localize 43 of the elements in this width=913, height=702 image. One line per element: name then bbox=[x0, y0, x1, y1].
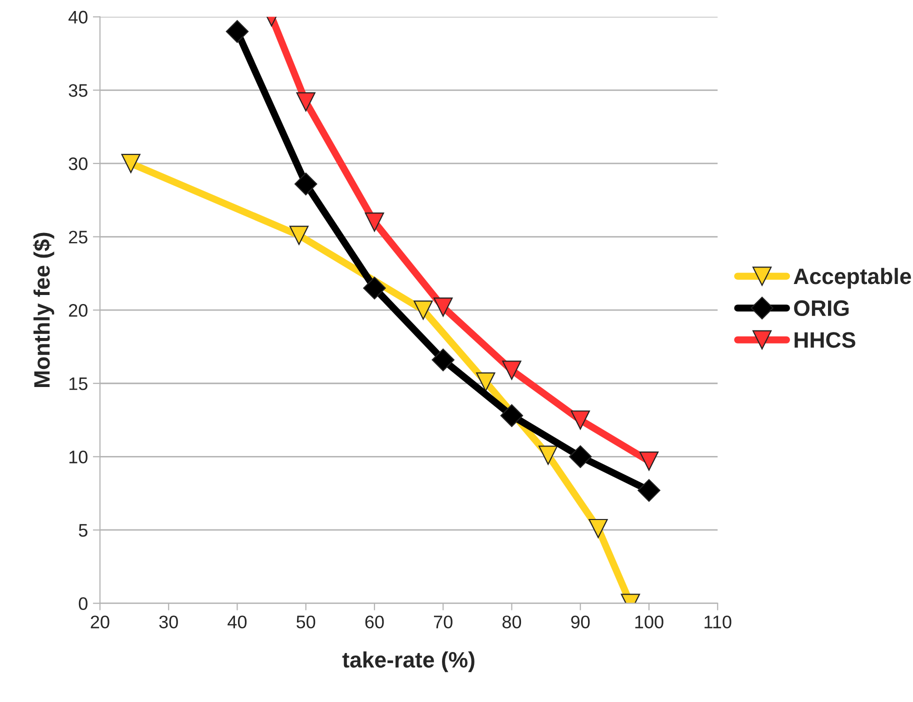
legend-label: HHCS bbox=[794, 332, 856, 348]
x-tick-label: 70 bbox=[434, 616, 452, 628]
point bbox=[538, 446, 558, 465]
point bbox=[289, 226, 309, 245]
point bbox=[570, 410, 590, 430]
point bbox=[414, 300, 433, 320]
y-tick-label: 35 bbox=[68, 84, 88, 97]
point bbox=[363, 276, 386, 300]
point bbox=[588, 518, 608, 538]
point bbox=[502, 360, 522, 380]
y-tick-label: 15 bbox=[69, 378, 88, 390]
y-tick-label: 5 bbox=[78, 524, 88, 537]
point bbox=[639, 452, 659, 471]
point bbox=[432, 348, 454, 372]
legend-label: Acceptable bbox=[794, 268, 911, 289]
point bbox=[638, 479, 660, 502]
x-tick-label: 40 bbox=[228, 616, 247, 628]
point bbox=[569, 445, 592, 468]
x-tick-label: 110 bbox=[704, 616, 732, 628]
point bbox=[500, 404, 524, 427]
y-tick-label: 0 bbox=[78, 597, 88, 610]
x-tick-label: 80 bbox=[502, 616, 522, 628]
y-tick-label: 10 bbox=[69, 450, 88, 464]
point bbox=[364, 212, 384, 232]
point bbox=[434, 298, 453, 317]
x-tick-label: 100 bbox=[635, 616, 664, 628]
y-axis-title: Monthly fee ($) bbox=[33, 232, 54, 387]
y-tick-label: 40 bbox=[68, 10, 88, 24]
x-tick-label: 30 bbox=[159, 616, 178, 628]
x-tick-label: 20 bbox=[90, 616, 110, 628]
x-tick-label: 90 bbox=[571, 616, 590, 628]
x-tick-label: 50 bbox=[296, 616, 316, 628]
point bbox=[476, 372, 496, 392]
point bbox=[226, 20, 249, 43]
point bbox=[296, 92, 316, 112]
y-tick-label: 25 bbox=[68, 230, 88, 244]
x-tick-label: 60 bbox=[365, 616, 384, 628]
y-tick-label: 30 bbox=[68, 157, 88, 170]
point bbox=[121, 154, 140, 174]
y-tick-label: 20 bbox=[68, 304, 88, 317]
legend-label: ORIG bbox=[794, 300, 849, 316]
point bbox=[294, 172, 318, 196]
x-axis-title: take-rate (%) bbox=[342, 651, 474, 672]
